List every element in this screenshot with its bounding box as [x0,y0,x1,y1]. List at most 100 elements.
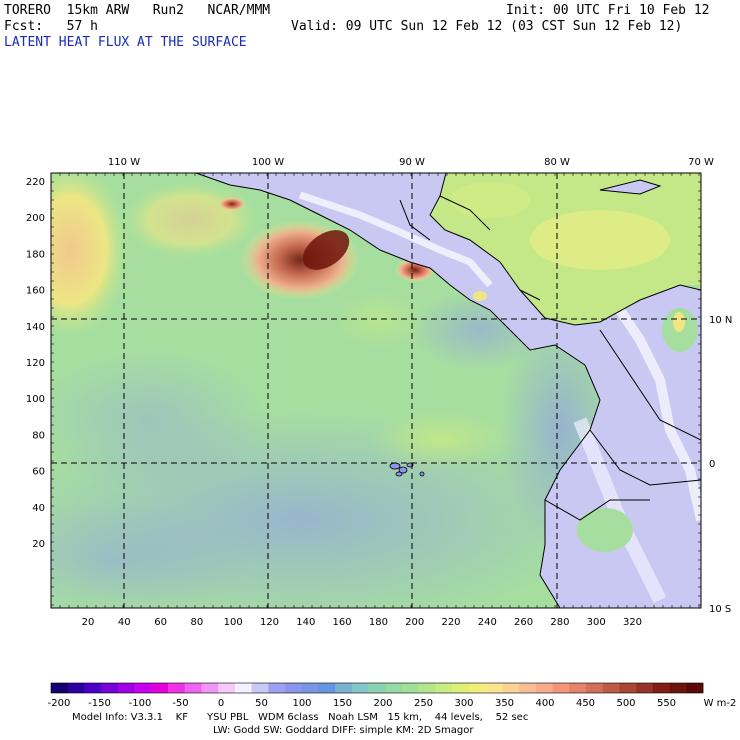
colorbar-label: -150 [88,698,111,709]
init-time: Init: 00 UTC Fri 10 Feb 12 [506,3,710,18]
latitude-label: 10 S [709,604,731,615]
colorbar-label: -100 [129,698,152,709]
colorbar-swatch [652,683,670,693]
longitude-label: 70 W [688,157,714,168]
colorbar-swatch [485,683,503,693]
field-title: LATENT HEAT FLUX AT THE SURFACE [4,35,247,50]
colorbar-label: 0 [218,698,224,709]
colorbar-label: 100 [292,698,311,709]
colorbar-swatch [268,683,286,693]
y-index-label: 180 [26,249,45,260]
axis-labels: 220 200 180 160 140 120 100 80 60 40 20 20 40 60 80 100… [26,157,732,628]
colorbar-units: W m-2 [704,698,737,709]
colorbar-swatch [418,683,436,693]
colorbar-label: 200 [373,698,392,709]
map-frame [50,172,702,609]
colorbar-swatch [602,683,620,693]
colorbar-label: 400 [535,698,554,709]
colorbar-frame [50,682,704,694]
colorbar-swatch [67,683,85,693]
y-index-label: 60 [32,467,45,478]
colorbar-label: 250 [414,698,433,709]
colorbar-swatch [218,683,236,693]
longitude-label: 80 W [544,157,570,168]
x-index-label: 140 [296,617,315,628]
colorbar-swatch [117,683,135,693]
x-index-label: 240 [478,617,497,628]
colorbar-swatch [234,683,252,693]
flux-field [51,173,701,608]
forecast-hour: Fcst: 57 h [4,19,98,34]
colorbar-swatch [435,683,453,693]
x-index-label: 80 [191,617,204,628]
longitude-label: 90 W [399,157,425,168]
x-index-label: 100 [224,617,243,628]
colorbar-swatch [452,683,470,693]
x-index-label: 280 [550,617,569,628]
physics-info: LW: Godd SW: Goddard DIFF: simple KM: 2D… [213,725,474,736]
longitude-label: 100 W [252,157,284,168]
colorbar-swatch [318,683,336,693]
colorbar-swatch [201,683,219,693]
x-index-label: 200 [405,617,424,628]
colorbar-swatch [585,683,603,693]
model-info: Model Info: V3.3.1 KF YSU PBL WDM 6class… [72,712,529,723]
x-index-label: 300 [587,617,606,628]
colorbar-swatch [569,683,587,693]
colorbar-label: 150 [333,698,352,709]
graticule [51,173,701,608]
colorbar-swatch [519,683,537,693]
longitude-label: 110 W [108,157,140,168]
latitude-label: 0 [709,459,715,470]
colorbar-label: 50 [255,698,268,709]
y-index-label: 220 [26,177,45,188]
colorbar-swatch [669,683,687,693]
x-index-label: 60 [154,617,167,628]
x-index-label: 40 [118,617,131,628]
colorbar-swatch [184,683,202,693]
x-index-label: 20 [82,617,95,628]
x-index-label: 220 [441,617,460,628]
colorbar-label: 450 [576,698,595,709]
colorbar-swatch [251,683,269,693]
colorbar-swatch [301,683,319,693]
colorbar-swatch [468,683,486,693]
x-index-label: 180 [369,617,388,628]
axis-ticks [50,172,701,608]
colorbar-swatch [101,683,119,693]
y-index-label: 120 [26,358,45,369]
colorbar-swatch [84,683,102,693]
x-index-label: 120 [260,617,279,628]
valid-time: Valid: 09 UTC Sun 12 Feb 12 (03 CST Sun … [291,19,683,34]
colorbar-swatch [402,683,420,693]
colorbar-label: 300 [454,698,473,709]
colorbar-swatch [168,683,186,693]
colorbar-swatch [151,683,169,693]
colorbar-swatch [502,683,520,693]
colorbar-swatch [51,683,69,693]
y-index-label: 140 [26,322,45,333]
y-index-label: 100 [26,394,45,405]
colorbar-label: -200 [48,698,71,709]
x-index-label: 260 [514,617,533,628]
colorbar-swatch [351,683,369,693]
colorbar-swatch [535,683,553,693]
y-index-label: 20 [32,539,45,550]
colorbar-label: -50 [172,698,188,709]
y-index-label: 80 [32,430,45,441]
colorbar: -200 -150 -100 -50 0 50 100 150 200 250 300 350 400 4… [48,682,737,709]
colorbar-label: 550 [657,698,676,709]
y-index-label: 200 [26,213,45,224]
latitude-label: 10 N [709,315,732,326]
colorbar-swatch [636,683,654,693]
y-index-label: 160 [26,286,45,297]
colorbar-label: 500 [616,698,635,709]
colorbar-swatch [368,683,386,693]
model-run-title: TORERO 15km ARW Run2 NCAR/MMM [4,3,271,18]
colorbar-label: 350 [495,698,514,709]
colorbar-swatch [385,683,403,693]
x-index-label: 160 [333,617,352,628]
y-index-label: 40 [32,503,45,514]
colorbar-swatch [134,683,152,693]
